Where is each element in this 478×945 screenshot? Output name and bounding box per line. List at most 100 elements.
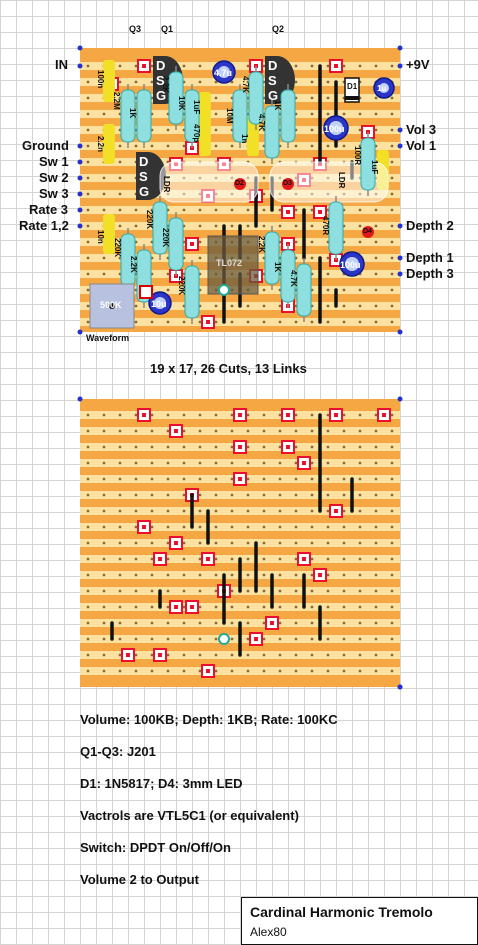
hole bbox=[198, 605, 202, 609]
hole bbox=[214, 112, 218, 116]
hole bbox=[262, 429, 266, 433]
hole bbox=[246, 477, 250, 481]
component-label: LDR bbox=[162, 176, 171, 193]
hole bbox=[262, 224, 266, 228]
hole bbox=[294, 477, 298, 481]
hole bbox=[262, 288, 266, 292]
hole bbox=[86, 128, 90, 132]
label-depth2: Depth 2 bbox=[406, 218, 454, 233]
wire-point bbox=[77, 207, 83, 213]
hole bbox=[326, 589, 330, 593]
hole bbox=[358, 541, 362, 545]
resistor bbox=[184, 89, 200, 143]
label-ground: Ground bbox=[22, 138, 69, 153]
hole bbox=[310, 224, 314, 228]
hole bbox=[230, 429, 234, 433]
hole bbox=[134, 557, 138, 561]
hole bbox=[390, 112, 394, 116]
hole bbox=[326, 413, 330, 417]
hole bbox=[118, 224, 122, 228]
hole bbox=[246, 224, 250, 228]
hole bbox=[166, 637, 170, 641]
hole bbox=[326, 445, 330, 449]
hole bbox=[86, 272, 90, 276]
hole bbox=[262, 541, 266, 545]
wire-point bbox=[397, 223, 403, 229]
hole bbox=[214, 304, 218, 308]
hole bbox=[246, 445, 250, 449]
hole bbox=[326, 573, 330, 577]
resistor bbox=[248, 71, 264, 125]
hole bbox=[134, 304, 138, 308]
wire-point bbox=[77, 223, 83, 229]
hole bbox=[166, 429, 170, 433]
component-label: D2 bbox=[235, 180, 244, 187]
hole bbox=[86, 589, 90, 593]
hole bbox=[86, 621, 90, 625]
hole bbox=[118, 144, 122, 148]
hole bbox=[342, 477, 346, 481]
hole bbox=[182, 637, 186, 641]
jfet-pin-label: G bbox=[156, 88, 167, 103]
hole bbox=[150, 477, 154, 481]
resistor bbox=[120, 89, 136, 143]
hole bbox=[278, 413, 282, 417]
hole bbox=[310, 621, 314, 625]
hole bbox=[358, 64, 362, 68]
hole bbox=[166, 605, 170, 609]
hole bbox=[374, 669, 378, 673]
hole bbox=[342, 461, 346, 465]
hole bbox=[390, 461, 394, 465]
hole bbox=[134, 445, 138, 449]
hole bbox=[278, 637, 282, 641]
led-d2 bbox=[234, 178, 246, 190]
hole bbox=[230, 653, 234, 657]
hole bbox=[230, 621, 234, 625]
hole bbox=[310, 573, 314, 577]
hole bbox=[294, 509, 298, 513]
hole bbox=[374, 413, 378, 417]
hole bbox=[294, 413, 298, 417]
jfet-pin-label: G bbox=[268, 88, 279, 103]
hole bbox=[262, 445, 266, 449]
hole bbox=[326, 669, 330, 673]
hole bbox=[342, 637, 346, 641]
component-layout-board bbox=[77, 45, 403, 335]
hole bbox=[214, 144, 218, 148]
hole bbox=[166, 557, 170, 561]
hole bbox=[358, 637, 362, 641]
hole bbox=[150, 320, 154, 324]
label-rate12: Rate 1,2 bbox=[19, 218, 69, 233]
hole bbox=[294, 573, 298, 577]
hole bbox=[342, 320, 346, 324]
hole bbox=[342, 413, 346, 417]
hole bbox=[214, 128, 218, 132]
hole bbox=[294, 525, 298, 529]
hole bbox=[230, 493, 234, 497]
component-label: 10K bbox=[177, 96, 186, 111]
title-block: Cardinal Harmonic Tremolo Alex80 bbox=[241, 897, 478, 945]
label-q1: Q1 bbox=[161, 24, 174, 34]
hole bbox=[326, 493, 330, 497]
component-label: 1n bbox=[240, 134, 249, 144]
hole bbox=[230, 224, 234, 228]
hole bbox=[198, 621, 202, 625]
label-sw1: Sw 1 bbox=[39, 154, 69, 169]
hole bbox=[294, 240, 298, 244]
hole bbox=[310, 509, 314, 513]
copper-strip bbox=[80, 539, 400, 547]
hole bbox=[150, 429, 154, 433]
wire-point bbox=[397, 143, 403, 149]
hole bbox=[358, 224, 362, 228]
hole bbox=[118, 80, 122, 84]
hole bbox=[118, 64, 122, 68]
hole bbox=[310, 637, 314, 641]
hole bbox=[182, 525, 186, 529]
hole bbox=[358, 493, 362, 497]
hole bbox=[246, 429, 250, 433]
corner-dot bbox=[77, 329, 83, 335]
hole bbox=[358, 477, 362, 481]
hole bbox=[182, 477, 186, 481]
component-label: 2.2K bbox=[129, 256, 138, 273]
hole bbox=[134, 208, 138, 212]
